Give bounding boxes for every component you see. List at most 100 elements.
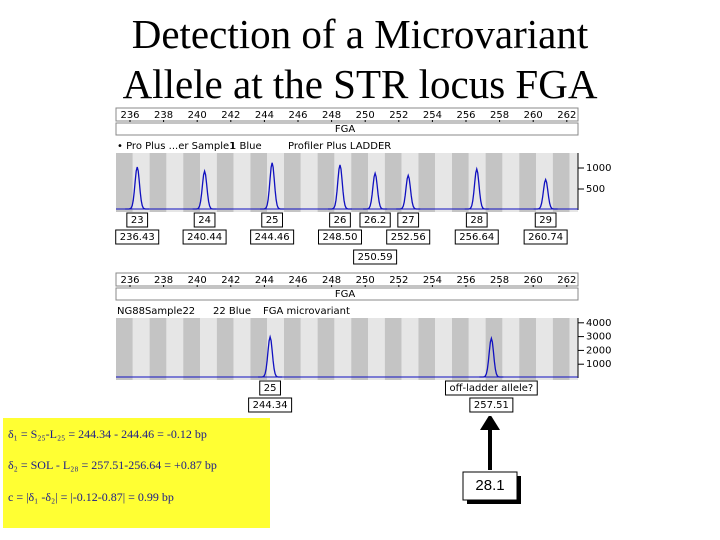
locus-bar [115,122,579,136]
panel-header: NG88Sample22 [117,306,195,317]
scale-label: 242 [221,110,240,121]
stripe [216,318,234,380]
peak [464,166,489,210]
scale-label: 256 [456,110,475,121]
stripe [233,153,251,212]
note: c = |δ₁ -δ₂| = |-0.12-0.87| = 0.99 bp [8,490,174,504]
scale-label: 244 [255,275,274,286]
panel-header: 22 Blue [213,306,251,317]
size-label: 252.56 [391,232,426,243]
stripe [468,153,486,212]
size-label-box [250,229,295,245]
stripe [183,153,200,212]
stripe [552,318,570,380]
size-label: 250.59 [358,252,393,263]
size-label-box [523,229,568,245]
stripe [284,153,301,212]
size-label: 240.44 [187,232,222,243]
panel-header: 1 Blue [230,141,262,152]
stripe [334,318,352,380]
stripe [183,318,200,380]
allele-label-box [444,380,538,396]
stripe [351,153,368,212]
y-tick-label: 500 [586,184,605,195]
scale-bar [115,107,579,122]
stripe [368,318,385,380]
peak [260,162,285,210]
scale-label: 250 [356,275,375,286]
stripe [401,318,419,380]
panel-header: • Pro Plus ...er Sample1 [117,141,236,152]
size-label: 256.64 [459,232,494,243]
scale-label: 252 [389,275,408,286]
scale-label: 242 [221,275,240,286]
stripe [418,318,436,380]
scale-label: 252 [389,110,408,121]
stripe [284,318,301,380]
stripe [300,318,318,380]
note-box [3,418,270,528]
peak [192,168,217,210]
scale-label: 240 [188,275,207,286]
size-label-box [454,229,499,245]
scale-label: 246 [288,110,307,121]
allele-label: 27 [402,215,415,226]
callout: 28.1 [475,477,504,494]
locus-bar [115,287,579,301]
allele-label: 28 [470,215,483,226]
y-tick-label: 4000 [586,318,611,329]
allele-label-box [126,212,149,228]
stripe [569,153,578,212]
scale-label: 260 [524,275,543,286]
size-label: 236.43 [120,232,155,243]
allele-label-box [261,212,283,228]
scale-label: 240 [188,110,207,121]
size-label-box [386,229,431,245]
size-label-box [248,397,293,413]
size-label: 248.50 [323,232,358,243]
scale-label: 236 [120,275,139,286]
scale-label: 238 [154,110,173,121]
scale-label: 250 [356,110,375,121]
locus: FGA [335,124,356,135]
peak [125,166,150,210]
arrowhead [480,414,500,430]
size-label-box [469,397,514,413]
stripe [485,318,503,380]
stripe [435,153,452,212]
stripe [132,318,150,380]
y-tick-label: 2000 [586,345,611,356]
panel-header: FGA microvariant [263,306,350,317]
stripe [519,153,536,212]
allele-label: 23 [131,215,144,226]
peak [363,170,388,210]
allele-label-box [193,212,216,228]
stripe [233,318,251,380]
scale-label: 258 [490,275,509,286]
stripe [452,318,469,380]
allele-label-box [259,380,281,396]
scale-label: 258 [490,110,509,121]
allele-label: 26 [334,215,347,226]
scale-label: 256 [456,275,475,286]
stripe [200,318,217,380]
title-line: Detection of a Microvariant [132,11,589,57]
allele-label: 29 [539,215,552,226]
stripe [435,318,452,380]
stripe [536,318,553,380]
peak [533,177,558,210]
stripe [216,153,234,212]
allele-label-box [397,212,420,228]
size-label-box [182,229,227,245]
stripe [468,318,486,380]
scale-label: 254 [423,110,442,121]
stripe [485,153,503,212]
stripe [250,153,268,212]
stripe [317,318,335,380]
size-label-box [318,229,362,245]
allele-label: 25 [264,383,277,394]
allele-label-box [329,212,351,228]
size-label: 257.51 [474,400,509,411]
y-tick-label: 1000 [586,359,611,370]
peak [328,164,352,210]
